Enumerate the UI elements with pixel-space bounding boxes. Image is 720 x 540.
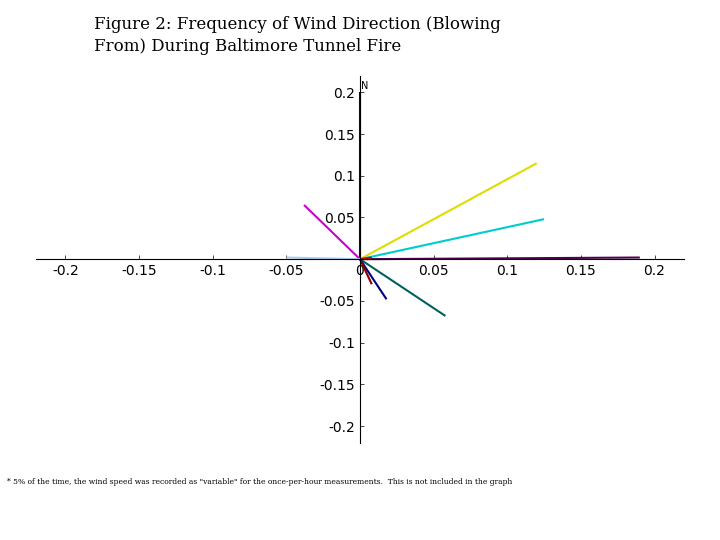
Text: N: N [361,80,368,91]
Text: * 5% of the time, the wind speed was recorded as "variable" for the once-per-hou: * 5% of the time, the wind speed was rec… [7,478,513,486]
Text: Figure 2: Frequency of Wind Direction (Blowing
From) During Baltimore Tunnel Fir: Figure 2: Frequency of Wind Direction (B… [94,16,500,56]
